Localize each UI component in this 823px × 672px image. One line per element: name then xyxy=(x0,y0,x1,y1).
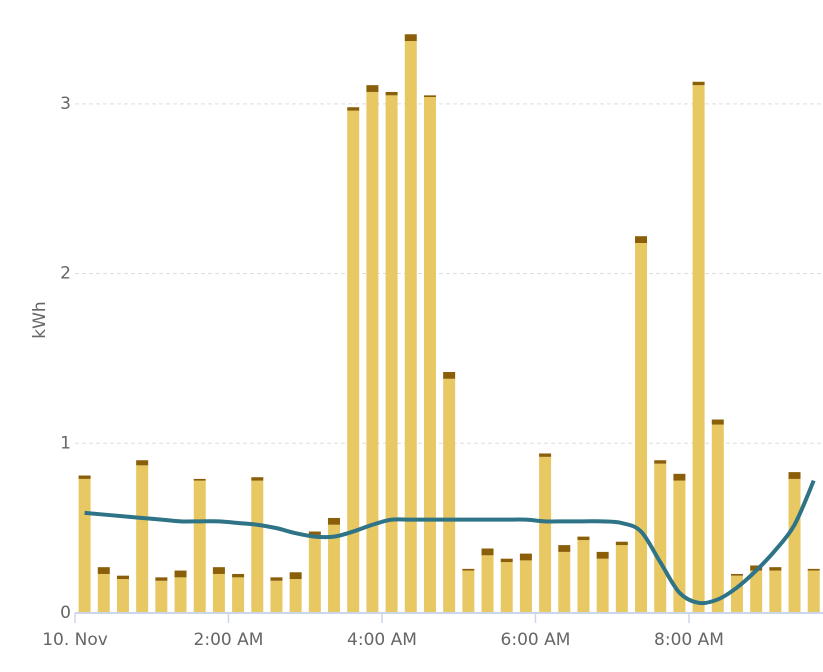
bar-segment xyxy=(423,95,436,98)
x-tick-label: 8:00 AM xyxy=(654,630,724,650)
bar-segment xyxy=(596,551,609,559)
bar-segment xyxy=(615,541,628,546)
bar-segment xyxy=(519,553,532,561)
bar-segment xyxy=(615,545,628,613)
bar-segment xyxy=(750,570,763,613)
x-tick-label: 10. Nov xyxy=(42,630,108,650)
bar-segment xyxy=(788,478,801,613)
x-tick-label: 6:00 AM xyxy=(501,630,571,650)
bar-segment xyxy=(730,575,743,613)
bar-segment xyxy=(635,236,648,244)
bar-segment xyxy=(174,570,187,578)
bar-segment xyxy=(251,480,264,613)
bar-segment xyxy=(193,480,206,613)
bar-segment xyxy=(78,475,91,479)
bar-segment xyxy=(232,573,245,578)
line-series xyxy=(84,479,816,606)
bar-segment xyxy=(97,573,110,613)
bar-segment xyxy=(193,478,206,481)
bar-segment xyxy=(212,567,225,574)
bar-segment xyxy=(212,573,225,613)
bar-segment xyxy=(462,570,475,613)
bar-segment xyxy=(558,551,571,613)
bar-segment xyxy=(462,568,475,571)
bar-segment xyxy=(711,419,724,425)
bar-segment xyxy=(500,562,513,613)
bar-segment xyxy=(423,97,436,614)
bar-segment xyxy=(596,558,609,613)
bar-segment xyxy=(347,107,360,111)
bar-segment xyxy=(519,560,532,613)
bar-segment xyxy=(404,34,417,42)
x-tick-label: 2:00 AM xyxy=(194,630,264,650)
bar-segment xyxy=(500,558,513,563)
bar-segment xyxy=(328,517,341,525)
bar-segment xyxy=(692,85,705,614)
bar-segment xyxy=(654,460,667,464)
bar-segment xyxy=(174,577,187,613)
bar-segment xyxy=(78,478,91,613)
bar-segment xyxy=(155,577,168,581)
bar-segment xyxy=(251,477,264,481)
bar-segment xyxy=(807,568,820,571)
bar-segment xyxy=(385,95,398,613)
bar-segment xyxy=(289,572,302,580)
bar-segment xyxy=(673,480,686,613)
y-tick-label: 2 xyxy=(60,264,71,284)
bar-segment xyxy=(711,424,724,613)
bar-segment xyxy=(730,573,743,576)
y-tick-label: 1 xyxy=(60,433,71,453)
bar-segment xyxy=(366,85,379,92)
bar-segment xyxy=(385,91,398,96)
y-tick-label: 0 xyxy=(60,603,71,623)
bar-segment xyxy=(347,110,360,613)
bar-segment xyxy=(654,463,667,613)
bar-segment xyxy=(443,371,456,379)
bar-segment xyxy=(769,570,782,613)
bar-segment xyxy=(366,91,379,614)
bar-segment xyxy=(308,534,321,613)
bar-segment xyxy=(692,81,705,86)
bar-segment xyxy=(807,570,820,613)
bar-segment xyxy=(97,567,110,574)
y-axis-label: kWh xyxy=(30,301,50,338)
bar-segment xyxy=(270,580,283,613)
bar-segment xyxy=(635,243,648,613)
bar-segment xyxy=(673,473,686,481)
bar-segment xyxy=(116,579,129,613)
bar-segment xyxy=(328,524,341,613)
bar-segment xyxy=(788,472,801,479)
bar-segment xyxy=(308,531,321,535)
bar-segment xyxy=(481,555,494,613)
y-tick-label: 3 xyxy=(60,94,71,114)
bar-segment xyxy=(155,580,168,613)
bar-segment xyxy=(116,575,129,580)
bar-segment xyxy=(289,579,302,613)
bar-segment xyxy=(404,41,417,613)
bar-segment xyxy=(558,545,571,552)
bar-segment xyxy=(769,567,782,571)
bar-segment xyxy=(270,577,283,581)
bar-segment xyxy=(577,536,590,541)
bar-segment xyxy=(136,465,149,613)
bar-segment xyxy=(136,460,149,466)
bar-segment xyxy=(232,577,245,613)
bar-segment xyxy=(481,548,494,556)
bar-segment xyxy=(539,456,552,613)
x-tick-label: 4:00 AM xyxy=(347,630,417,650)
bar-segment xyxy=(539,453,552,457)
bar-segment xyxy=(443,378,456,613)
bar-segment xyxy=(577,540,590,613)
